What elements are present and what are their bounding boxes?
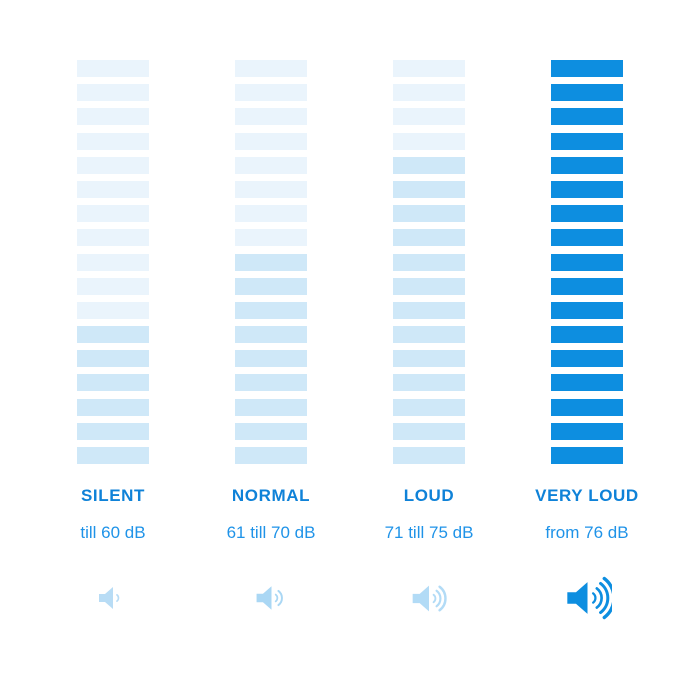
meter-segment-filled [235, 422, 307, 440]
meter-segment-filled [393, 205, 465, 223]
meter-segment-empty [77, 180, 149, 198]
meter-segment-empty [235, 108, 307, 126]
meter-segment-filled [551, 326, 623, 344]
meter-segment-filled [551, 156, 623, 174]
meter-segment-empty [235, 229, 307, 247]
meter-segment-empty [77, 132, 149, 150]
level-title: NORMAL [231, 486, 311, 505]
meter-segment-filled [393, 156, 465, 174]
meter-segment-filled [393, 277, 465, 295]
meter-segment-filled [551, 350, 623, 368]
meter-segment-filled [551, 229, 623, 247]
meter-segment-filled [235, 398, 307, 416]
meter-segment-filled [551, 447, 623, 464]
meter-segment-filled [393, 422, 465, 440]
level-column-very-loud: VERY LOUD from 76 dB [518, 60, 656, 625]
meter-segment-filled [393, 301, 465, 319]
meter-segment-empty [235, 205, 307, 223]
meter-segment-empty [77, 205, 149, 223]
speaker-low-icon [96, 571, 130, 625]
meter-segment-filled [393, 180, 465, 198]
meter-segment-filled [77, 447, 149, 464]
meter-segment-empty [235, 84, 307, 102]
meter-segment-filled [235, 301, 307, 319]
meter-segment-filled [551, 301, 623, 319]
meter-segment-empty [393, 60, 465, 77]
meter-segment-empty [235, 180, 307, 198]
meter-segment-empty [393, 132, 465, 150]
speaker-medium-icon [253, 571, 290, 625]
meter-segment-filled [235, 374, 307, 392]
level-range: 71 till 75 dB [384, 523, 474, 542]
level-column-silent: SILENT till 60 dB [44, 60, 182, 625]
level-meter [393, 60, 465, 464]
meter-segment-filled [551, 398, 623, 416]
meter-segment-empty [235, 156, 307, 174]
meter-segment-filled [393, 350, 465, 368]
meter-segment-filled [551, 84, 623, 102]
meter-segment-filled [551, 108, 623, 126]
meter-segment-filled [393, 398, 465, 416]
meter-segment-empty [235, 60, 307, 77]
meter-segment-filled [551, 277, 623, 295]
meter-segment-filled [551, 60, 623, 77]
meter-segment-filled [77, 350, 149, 368]
level-range: from 76 dB [545, 523, 629, 542]
meter-segment-filled [393, 326, 465, 344]
level-title: LOUD [403, 486, 455, 505]
meter-segment-empty [393, 108, 465, 126]
meter-segment-empty [77, 253, 149, 271]
level-column-loud: LOUD 71 till 75 dB [360, 60, 498, 625]
meter-segment-filled [393, 447, 465, 464]
meter-segment-empty [77, 84, 149, 102]
meter-segment-empty [77, 277, 149, 295]
level-title: VERY LOUD [535, 486, 639, 505]
meter-segment-filled [235, 326, 307, 344]
meter-segment-empty [235, 132, 307, 150]
meter-segment-empty [77, 301, 149, 319]
meter-segment-filled [551, 205, 623, 223]
meter-segment-empty [77, 108, 149, 126]
meter-segment-filled [235, 447, 307, 464]
speaker-high-icon [409, 571, 449, 625]
meter-segment-filled [235, 277, 307, 295]
meter-segment-filled [551, 422, 623, 440]
level-meter [77, 60, 149, 464]
level-range: till 60 dB [80, 523, 146, 542]
meter-segment-filled [393, 253, 465, 271]
meter-segment-empty [77, 229, 149, 247]
level-meter [235, 60, 307, 464]
meter-segment-filled [77, 326, 149, 344]
meter-segment-filled [235, 350, 307, 368]
meter-segment-filled [393, 229, 465, 247]
level-range: 61 till 70 dB [226, 523, 316, 542]
meter-segment-empty [77, 60, 149, 77]
meter-segment-filled [393, 374, 465, 392]
meter-segment-filled [551, 253, 623, 271]
meter-segment-filled [77, 422, 149, 440]
meter-segment-empty [393, 84, 465, 102]
meter-segment-filled [551, 374, 623, 392]
level-meter [551, 60, 623, 464]
meter-segment-filled [77, 398, 149, 416]
meter-segment-filled [77, 374, 149, 392]
meter-segment-empty [77, 156, 149, 174]
meter-segment-filled [235, 253, 307, 271]
meter-segment-filled [551, 180, 623, 198]
level-title: SILENT [80, 486, 146, 505]
meter-segment-filled [551, 132, 623, 150]
speaker-max-icon [563, 571, 612, 625]
level-column-normal: NORMAL 61 till 70 dB [202, 60, 340, 625]
